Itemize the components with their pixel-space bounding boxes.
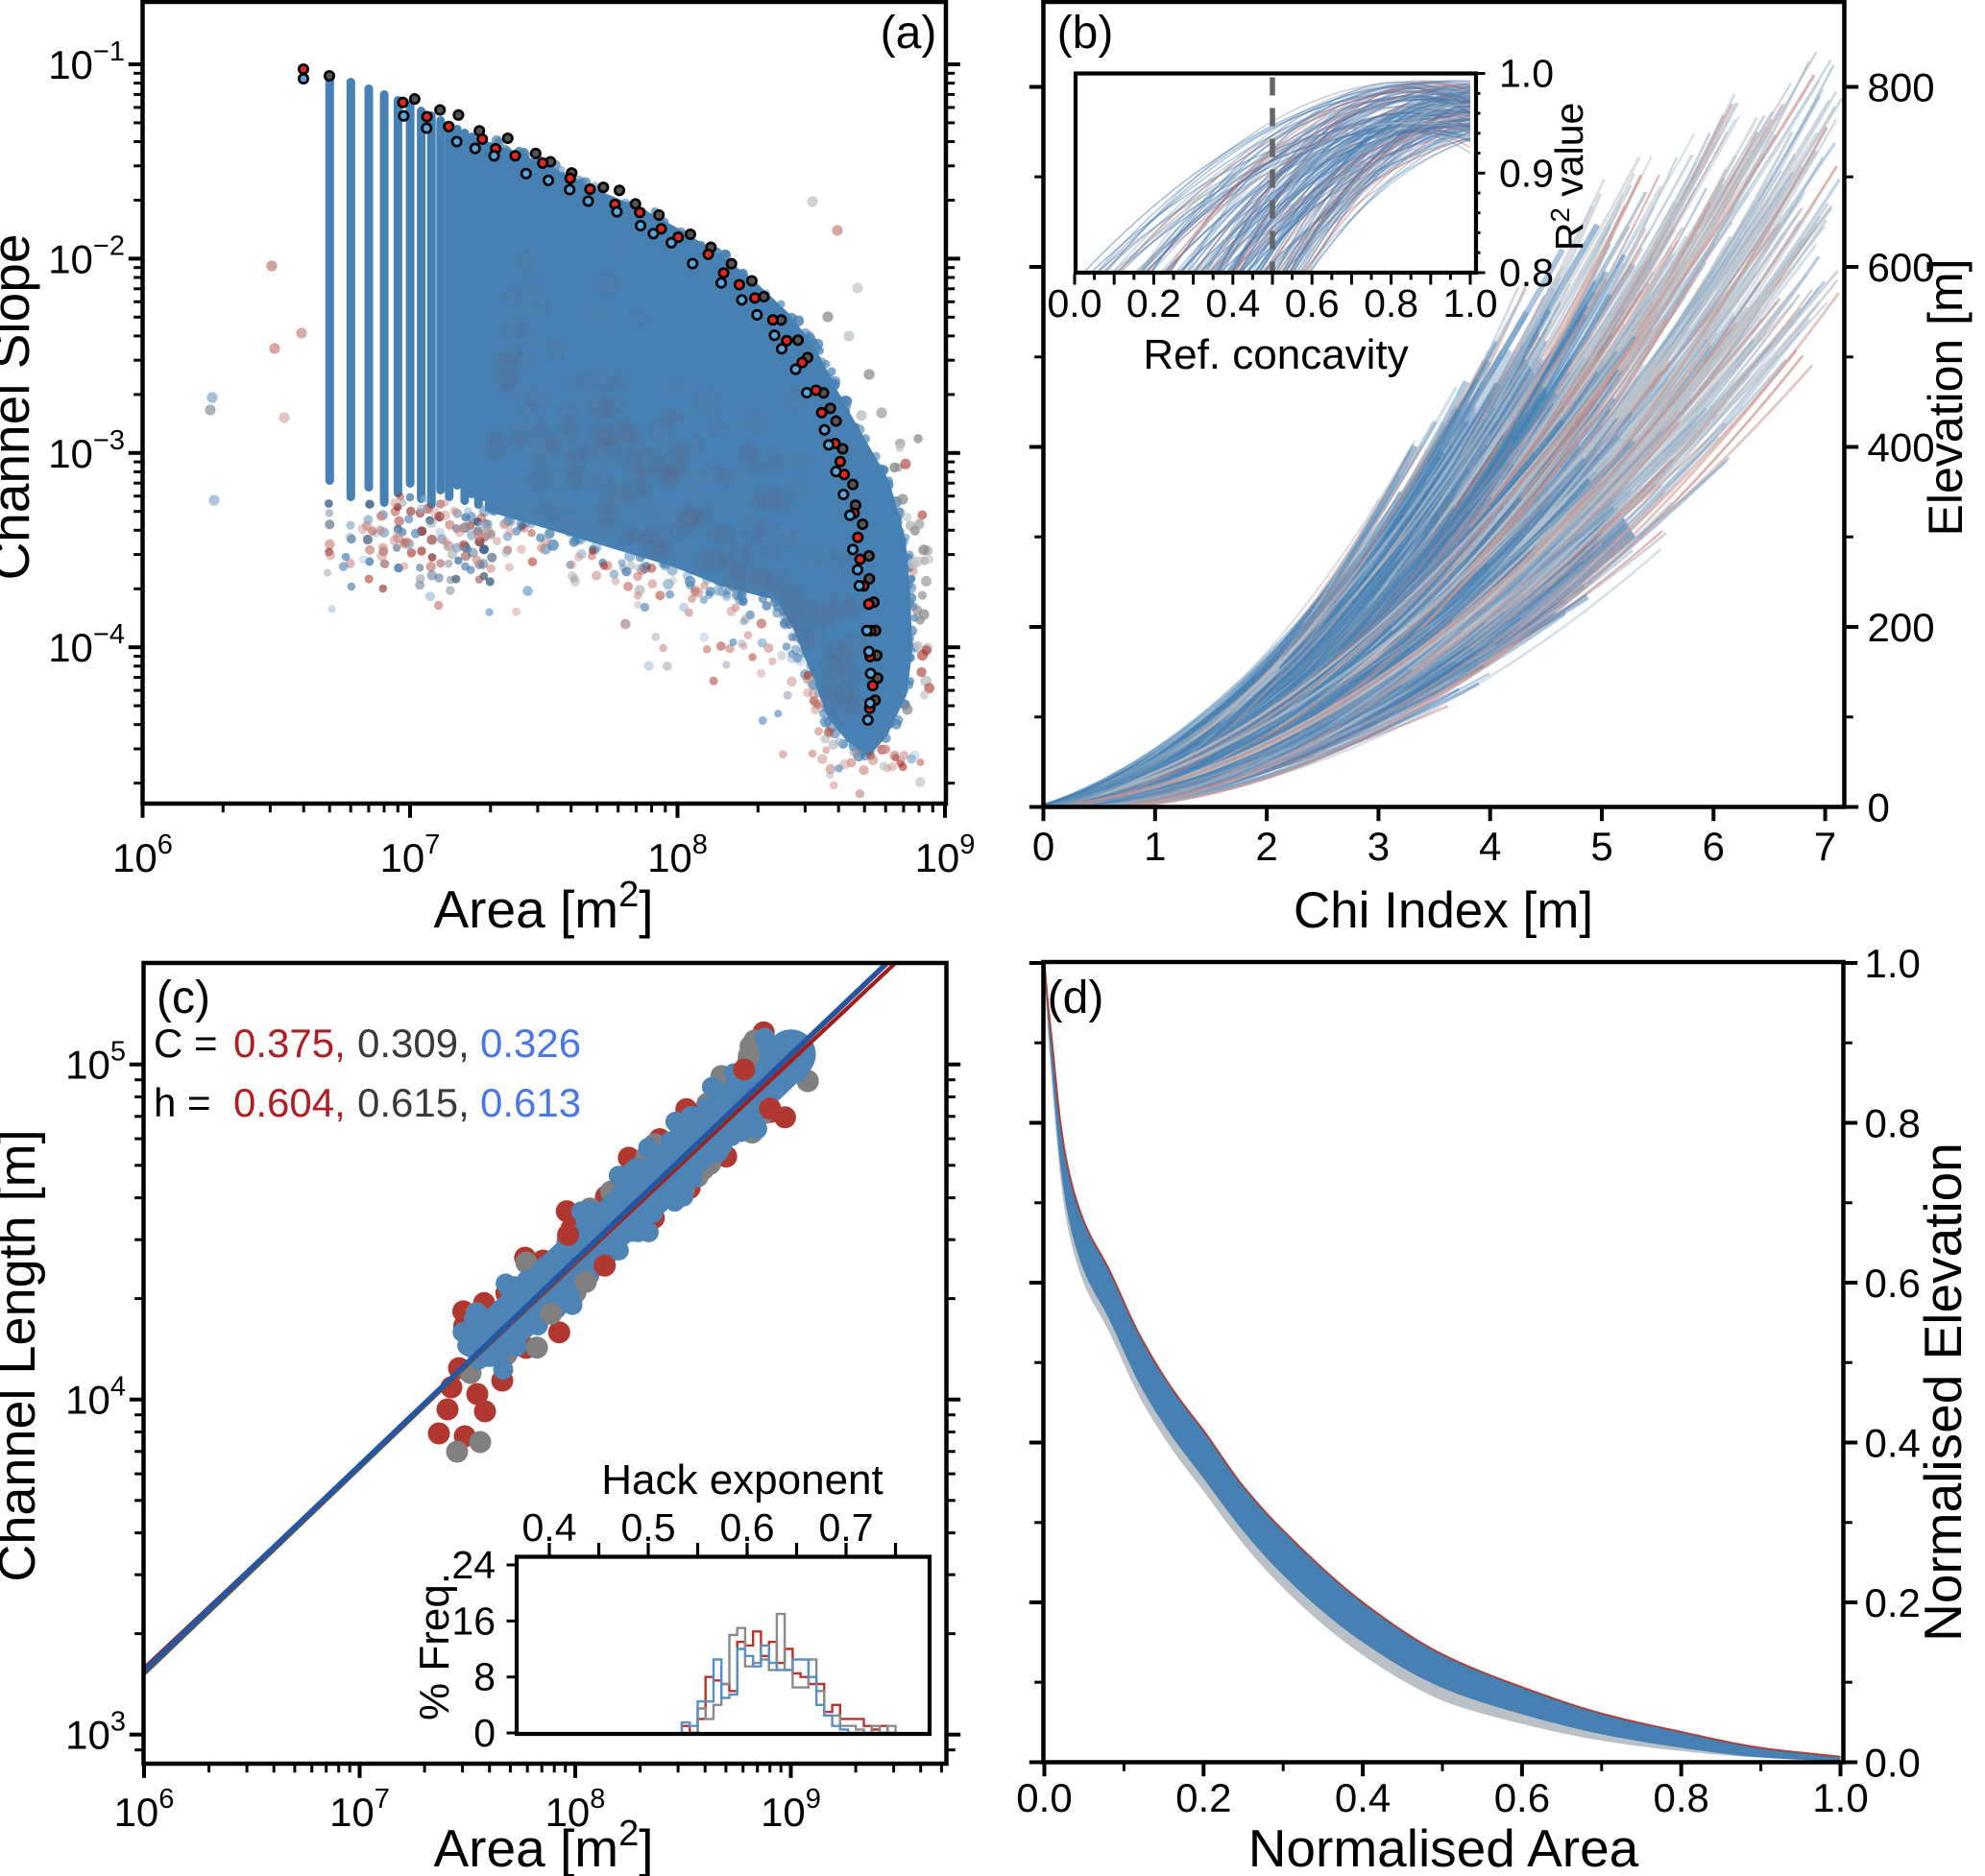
svg-text:1.0: 1.0 bbox=[1865, 941, 1921, 986]
svg-text:0: 0 bbox=[473, 1711, 496, 1755]
svg-text:0.2: 0.2 bbox=[1126, 281, 1181, 325]
svg-text:800: 800 bbox=[1868, 65, 1935, 110]
svg-text:16: 16 bbox=[451, 1599, 496, 1643]
svg-text:0.4: 0.4 bbox=[1335, 1775, 1391, 1820]
svg-text:% Freq.: % Freq. bbox=[411, 1573, 458, 1720]
svg-text:6: 6 bbox=[1703, 824, 1725, 869]
svg-text:3: 3 bbox=[1368, 824, 1390, 869]
svg-text:0.0: 0.0 bbox=[1016, 1775, 1072, 1820]
svg-text:200: 200 bbox=[1868, 605, 1935, 650]
svg-text:0.8: 0.8 bbox=[1654, 1775, 1709, 1820]
svg-text:1: 1 bbox=[1144, 824, 1166, 869]
svg-text:109: 109 bbox=[761, 1784, 821, 1835]
svg-text:1.0: 1.0 bbox=[1812, 1775, 1868, 1820]
svg-text:0.7: 0.7 bbox=[819, 1505, 874, 1550]
svg-text:0.4: 0.4 bbox=[1865, 1421, 1921, 1466]
svg-text:0.8: 0.8 bbox=[1364, 281, 1418, 325]
svg-text:0.0: 0.0 bbox=[1865, 1741, 1921, 1786]
svg-text:h =: h = bbox=[154, 1080, 211, 1125]
svg-text:0.375,: 0.375, bbox=[233, 1021, 346, 1066]
svg-text:R2 value: R2 value bbox=[1545, 103, 1591, 252]
svg-text:0.2: 0.2 bbox=[1175, 1775, 1231, 1820]
svg-text:2: 2 bbox=[1255, 824, 1277, 869]
svg-text:Elevation [m]: Elevation [m] bbox=[1919, 258, 1973, 536]
svg-text:24: 24 bbox=[451, 1543, 496, 1587]
svg-text:Hack exponent: Hack exponent bbox=[601, 1456, 884, 1503]
svg-text:Normalised Area: Normalised Area bbox=[1248, 1818, 1639, 1876]
svg-text:103: 103 bbox=[65, 1707, 126, 1758]
svg-text:Area [m2]: Area [m2] bbox=[434, 1814, 654, 1876]
svg-text:5: 5 bbox=[1590, 824, 1612, 869]
svg-text:0.6: 0.6 bbox=[1285, 281, 1340, 325]
svg-text:0.8: 0.8 bbox=[1865, 1101, 1921, 1146]
svg-text:4: 4 bbox=[1479, 824, 1501, 869]
svg-text:7: 7 bbox=[1814, 824, 1836, 869]
svg-text:Channel Length [m]: Channel Length [m] bbox=[0, 1129, 46, 1581]
svg-text:Channel Slope: Channel Slope bbox=[0, 234, 40, 581]
svg-text:0.4: 0.4 bbox=[1205, 281, 1260, 325]
svg-text:600: 600 bbox=[1868, 245, 1935, 290]
svg-text:0.6: 0.6 bbox=[1865, 1261, 1921, 1306]
svg-text:0.2: 0.2 bbox=[1865, 1580, 1921, 1625]
svg-text:0.0: 0.0 bbox=[1048, 281, 1102, 325]
svg-text:Ref. concavity: Ref. concavity bbox=[1143, 331, 1408, 378]
svg-text:0: 0 bbox=[1032, 824, 1054, 869]
svg-text:1.0: 1.0 bbox=[1443, 281, 1498, 325]
svg-text:(b): (b) bbox=[1057, 8, 1114, 59]
svg-text:0.604,: 0.604, bbox=[233, 1080, 346, 1125]
svg-text:0.6: 0.6 bbox=[720, 1505, 775, 1550]
svg-text:0.613: 0.613 bbox=[480, 1080, 581, 1125]
svg-text:Chi Index [m]: Chi Index [m] bbox=[1294, 882, 1593, 939]
svg-text:0.8: 0.8 bbox=[1499, 251, 1554, 295]
svg-text:10−2: 10−2 bbox=[48, 230, 125, 281]
svg-text:0.6: 0.6 bbox=[1494, 1775, 1550, 1820]
svg-text:0.9: 0.9 bbox=[1499, 151, 1554, 195]
svg-text:1.0: 1.0 bbox=[1499, 52, 1554, 96]
svg-text:Normalised Elevation: Normalised Elevation bbox=[1913, 1142, 1973, 1642]
svg-text:(c): (c) bbox=[157, 973, 210, 1023]
svg-text:Area [m2]: Area [m2] bbox=[434, 875, 654, 939]
svg-text:(a): (a) bbox=[881, 8, 937, 59]
svg-text:104: 104 bbox=[65, 1372, 126, 1423]
svg-text:400: 400 bbox=[1868, 425, 1935, 470]
svg-text:8: 8 bbox=[473, 1655, 496, 1699]
svg-text:0.4: 0.4 bbox=[522, 1505, 577, 1550]
svg-text:0.615,: 0.615, bbox=[357, 1080, 470, 1125]
svg-text:C =: C = bbox=[154, 1021, 218, 1066]
svg-text:0.309,: 0.309, bbox=[357, 1021, 470, 1066]
svg-text:0: 0 bbox=[1868, 785, 1890, 830]
svg-text:(d): (d) bbox=[1048, 973, 1104, 1023]
svg-text:0.5: 0.5 bbox=[621, 1505, 676, 1550]
svg-text:0.326: 0.326 bbox=[480, 1021, 581, 1066]
